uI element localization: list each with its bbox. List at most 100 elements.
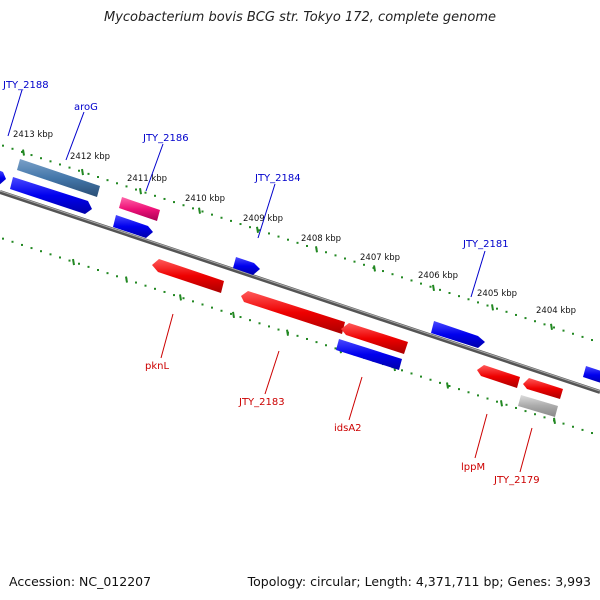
minor-tick	[182, 297, 185, 300]
minor-tick	[401, 276, 403, 279]
major-tick	[256, 226, 259, 233]
minor-tick	[97, 269, 99, 272]
minor-tick	[420, 375, 422, 378]
gene-label[interactable]: JTY_2184	[254, 173, 301, 184]
minor-tick	[192, 207, 194, 210]
minor-tick	[49, 160, 52, 163]
minor-tick	[581, 335, 584, 338]
major-tick	[373, 265, 376, 272]
gene-label[interactable]: JTY_2179	[493, 475, 540, 486]
kbp-label: 2408 kbp	[301, 234, 341, 244]
minor-tick	[30, 247, 33, 250]
gene-feature[interactable]	[113, 215, 153, 238]
gene-label[interactable]: JTY_2186	[142, 133, 189, 144]
minor-tick	[258, 229, 261, 232]
minor-tick	[2, 237, 4, 240]
label-connectors	[7, 89, 533, 473]
minor-tick	[87, 172, 90, 175]
gene-feature[interactable]	[477, 365, 520, 388]
minor-tick	[154, 194, 156, 197]
minor-tick	[192, 300, 194, 303]
minor-tick	[230, 312, 232, 315]
minor-tick	[201, 303, 204, 306]
major-tick	[139, 188, 142, 195]
gene-feature[interactable]	[523, 378, 563, 399]
minor-tick	[97, 176, 99, 179]
minor-tick	[477, 394, 479, 397]
major-tick	[553, 417, 556, 424]
gene-label[interactable]: idsA2	[334, 423, 362, 434]
minor-tick	[68, 166, 71, 169]
genome-summary: Topology: circular; Length: 4,371,711 bp…	[247, 574, 591, 589]
minor-tick	[30, 154, 33, 157]
minor-tick	[21, 243, 23, 246]
minor-tick	[135, 188, 137, 191]
gene-feature[interactable]	[241, 291, 345, 334]
minor-tick	[458, 388, 460, 391]
kbp-labels: 2413 kbp 2412 kbp 2411 kbp 2410 kbp 2409…	[13, 130, 576, 316]
minor-tick	[448, 292, 451, 295]
minor-tick	[524, 410, 527, 413]
minor-tick	[220, 309, 223, 312]
major-tick	[22, 149, 25, 156]
minor-tick	[239, 223, 242, 226]
minor-tick	[249, 226, 251, 229]
gene-label[interactable]: aroG	[74, 102, 98, 113]
gene-feature[interactable]	[583, 366, 600, 384]
gene-feature[interactable]	[341, 323, 408, 354]
minor-tick	[515, 406, 517, 409]
gene-label[interactable]: JTY_2188	[2, 80, 49, 91]
minor-tick	[59, 163, 61, 166]
minor-tick	[477, 301, 479, 304]
minor-tick	[182, 204, 185, 207]
minor-tick	[68, 259, 71, 262]
minor-tick	[429, 285, 432, 288]
gene-label[interactable]: JTY_2183	[238, 397, 285, 408]
gene-feature[interactable]	[17, 159, 100, 197]
minor-tick	[211, 213, 213, 216]
minor-tick	[249, 319, 251, 322]
minor-tick	[467, 298, 470, 301]
minor-tick	[353, 260, 356, 263]
gene-feature[interactable]	[10, 177, 92, 214]
gene-feature[interactable]	[152, 259, 224, 293]
gene-feature[interactable]	[233, 257, 260, 275]
gene-label[interactable]: JTY_2181	[462, 239, 509, 250]
minor-tick	[496, 307, 498, 310]
minor-tick	[87, 265, 90, 268]
reverse-genes	[152, 259, 563, 417]
minor-tick	[344, 257, 346, 260]
kbp-label: 2405 kbp	[477, 289, 517, 299]
minor-tick	[572, 425, 574, 428]
minor-tick	[334, 254, 337, 257]
minor-tick	[591, 339, 593, 342]
minor-tick	[277, 235, 280, 238]
minor-tick	[334, 347, 337, 350]
gene-feature[interactable]	[0, 170, 6, 186]
gene-feature[interactable]	[518, 395, 558, 417]
gene-feature[interactable]	[336, 339, 402, 370]
minor-tick	[401, 369, 403, 372]
gene-feature[interactable]	[119, 197, 160, 221]
minor-tick	[11, 147, 14, 150]
minor-tick	[505, 403, 508, 406]
minor-tick	[486, 304, 489, 307]
minor-tick	[220, 216, 223, 219]
minor-tick	[306, 244, 308, 247]
minor-tick	[21, 150, 23, 153]
minor-tick	[106, 272, 109, 275]
minor-tick	[59, 256, 61, 259]
gene-feature[interactable]	[431, 321, 485, 348]
kbp-label: 2407 kbp	[360, 253, 400, 263]
gene-label[interactable]: lppM	[461, 462, 485, 473]
minor-tick	[173, 201, 175, 204]
kbp-label: 2404 kbp	[536, 306, 576, 316]
minor-tick	[144, 191, 147, 194]
minor-tick	[496, 400, 498, 403]
minor-tick	[410, 279, 413, 282]
major-tick	[81, 168, 84, 176]
kbp-label: 2412 kbp	[70, 152, 110, 162]
minor-tick	[581, 428, 584, 431]
gene-label[interactable]: pknL	[145, 361, 169, 372]
